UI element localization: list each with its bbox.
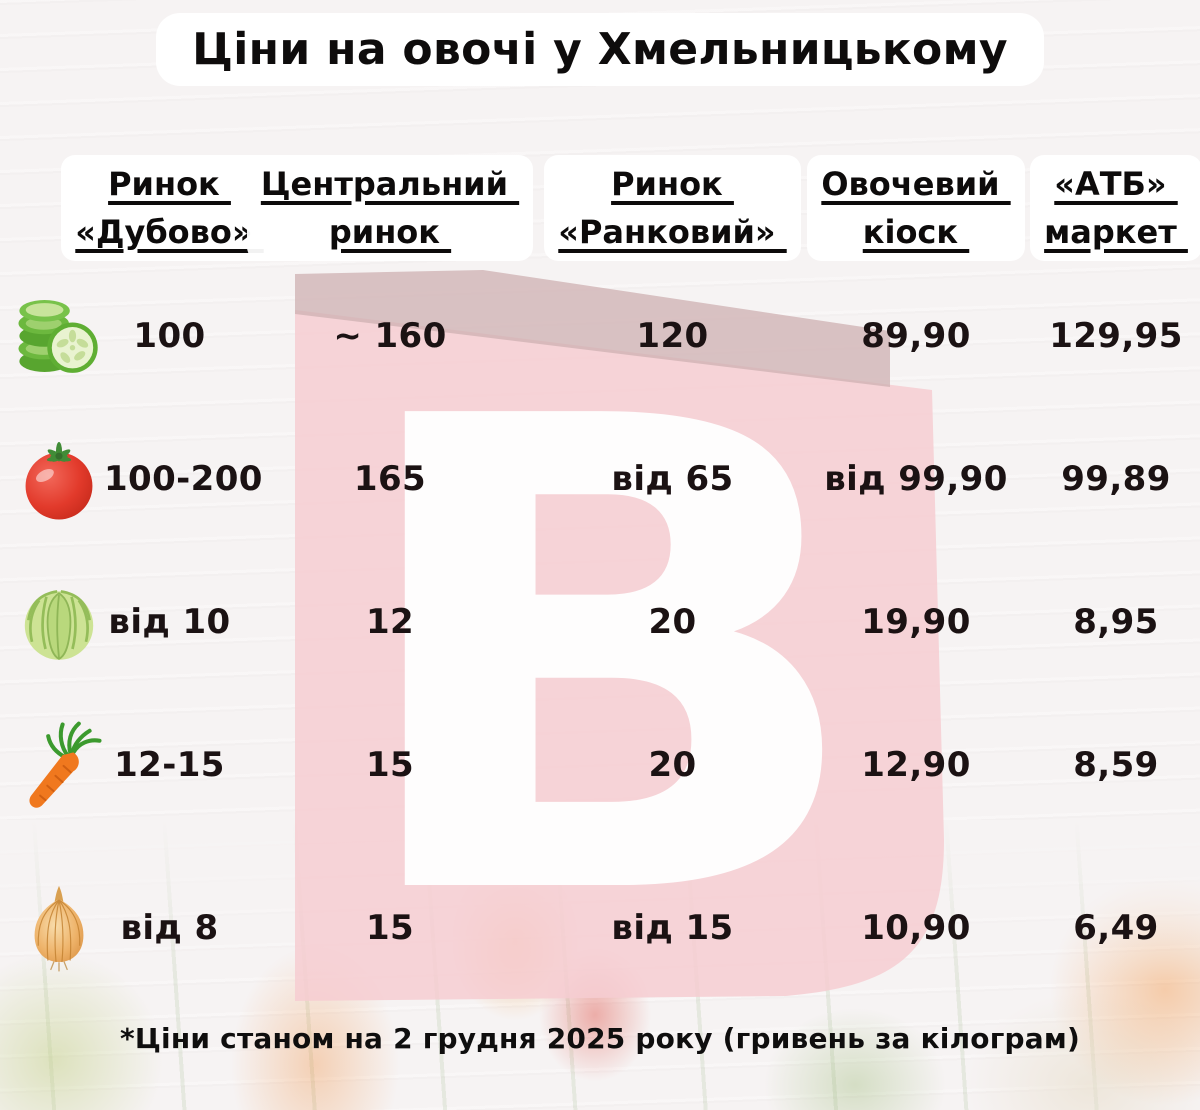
carrot-icon xyxy=(0,715,104,815)
page-title: Ціни на овочі у Хмельницькому xyxy=(156,13,1044,86)
column-header-label: Ринок «Ранковий» xyxy=(544,155,801,261)
price-cabbage-atb: 8,95 xyxy=(1073,601,1159,642)
price-cabbage-dubovo: від 10 xyxy=(108,601,231,642)
price-cabbage-kiosk: 19,90 xyxy=(861,601,971,642)
price-tomato-kiosk: від 99,90 xyxy=(824,458,1008,499)
price-onion-dubovo: від 8 xyxy=(120,908,219,948)
column-header-rankovyi: Ринок «Ранковий» xyxy=(544,155,801,261)
price-cucumber-atb: 129,95 xyxy=(1049,315,1183,356)
table-row-tomato: 100-200 165 від 65 від 99,90 99,89 xyxy=(0,407,1200,550)
column-header-label: Ринок «Дубово» xyxy=(61,155,278,261)
price-tomato-dubovo: 100-200 xyxy=(104,458,263,499)
cabbage-icon xyxy=(0,577,104,667)
price-carrot-dubovo: 12-15 xyxy=(114,744,225,785)
column-header-label: «АТБ» маркет xyxy=(1030,155,1200,261)
price-tomato-atb: 99,89 xyxy=(1061,458,1171,499)
onion-icon xyxy=(0,870,104,986)
column-header-label: Центральний ринок xyxy=(246,155,534,261)
tomato-icon xyxy=(0,433,104,525)
price-cabbage-rankovyi: 20 xyxy=(648,601,697,642)
table-row-cucumber: 100 ~ 160 120 89,90 129,95 xyxy=(0,264,1200,407)
column-header-atb: «АТБ» маркет xyxy=(1030,155,1200,261)
title-bar: Ціни на овочі у Хмельницькому xyxy=(0,13,1200,86)
cucumber-icon xyxy=(0,291,104,381)
table-row-cabbage: від 10 12 20 19,90 8,95 xyxy=(0,550,1200,693)
price-table: 100 ~ 160 120 89,90 129,95 100-200 165 від 65 ві… xyxy=(0,264,1200,1020)
price-carrot-rankovyi: 20 xyxy=(648,744,697,785)
price-cucumber-rankovyi: 120 xyxy=(636,315,709,356)
price-cucumber-dubovo: 100 xyxy=(133,315,206,356)
table-row-carrot: 12-15 15 20 12,90 8,59 xyxy=(0,693,1200,836)
table-header-row: Ринок «Дубово» Центральний ринок Ринок «… xyxy=(0,155,1200,261)
price-onion-central: 15 xyxy=(365,908,415,948)
price-cabbage-central: 12 xyxy=(365,601,415,642)
price-carrot-central: 15 xyxy=(365,744,415,785)
column-header-dubovo: Ринок «Дубово» xyxy=(61,155,278,261)
price-onion-kiosk: 10,90 xyxy=(861,908,971,948)
price-cucumber-central: ~ 160 xyxy=(333,315,447,356)
price-carrot-atb: 8,59 xyxy=(1073,744,1159,785)
table-row-onion: від 8 15 від 15 10,90 6,49 xyxy=(0,836,1200,1020)
price-onion-atb: 6,49 xyxy=(1073,908,1159,948)
column-header-label: Овочевий кіоск xyxy=(807,155,1025,261)
price-tomato-rankovyi: від 65 xyxy=(611,458,734,499)
column-header-central: Центральний ринок xyxy=(235,155,545,261)
price-cucumber-kiosk: 89,90 xyxy=(861,315,971,356)
price-tomato-central: 165 xyxy=(353,458,427,499)
price-onion-rankovyi: від 15 xyxy=(611,908,734,948)
price-carrot-kiosk: 12,90 xyxy=(861,744,971,785)
footnote: *Ціни станом на 2 грудня 2025 року (грив… xyxy=(120,1022,1080,1055)
column-header-kiosk: Овочевий кіоск xyxy=(800,155,1032,261)
